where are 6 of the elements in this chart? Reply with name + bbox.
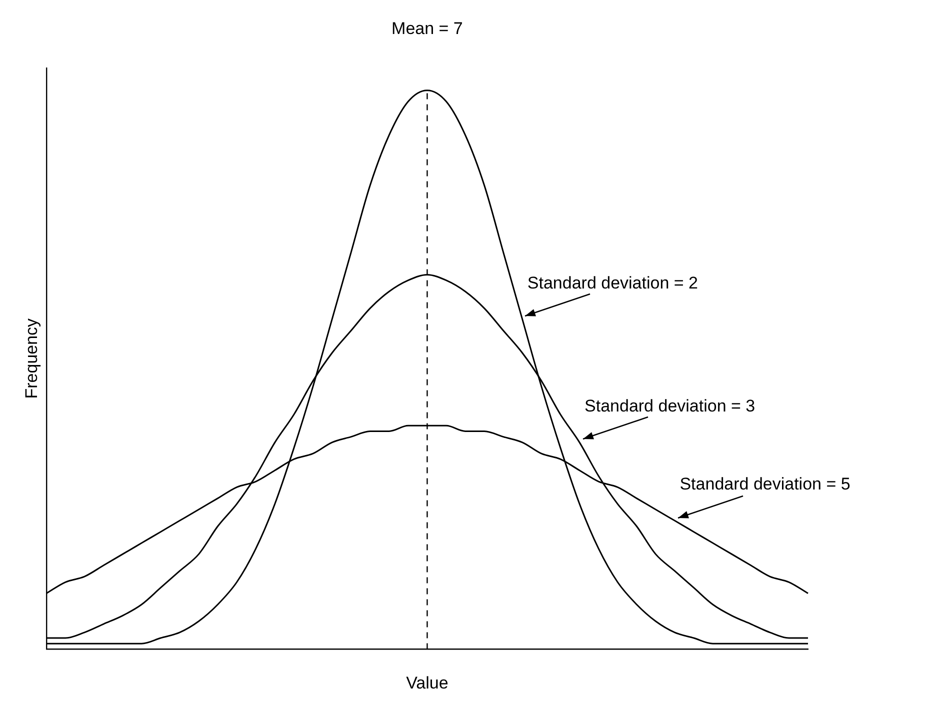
- series-label: Standard deviation = 2: [527, 273, 698, 292]
- x-axis-title: Value: [406, 673, 448, 692]
- series-label: Standard deviation = 3: [584, 396, 756, 416]
- text: Mean = 7: [392, 19, 463, 38]
- y-axis-title: Frequency: [22, 318, 41, 399]
- series-label: Standard deviation = 5: [680, 474, 850, 494]
